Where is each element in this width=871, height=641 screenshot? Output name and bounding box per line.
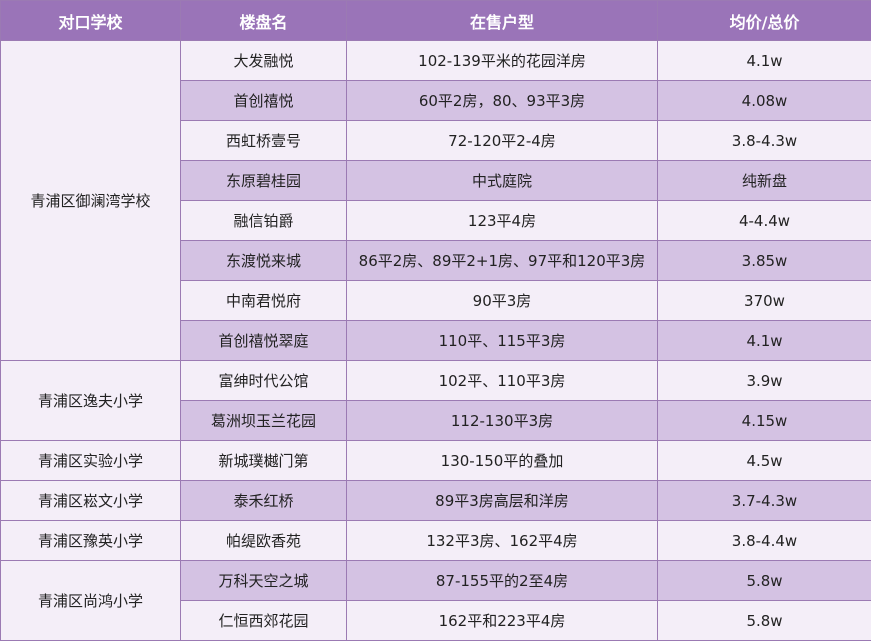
table-row: 青浦区尚鸿小学 万科天空之城 87-155平的2至4房 5.8w <box>0 560 871 641</box>
header-school: 对口学校 <box>0 0 181 41</box>
school-cell: 青浦区逸夫小学 <box>0 360 181 441</box>
school-cell: 青浦区尚鸿小学 <box>0 560 181 641</box>
table-body: 青浦区御澜湾学校 大发融悦 102-139平米的花园洋房 4.1w 首创禧悦 60平2房，… <box>0 40 871 641</box>
header-row: 对口学校 楼盘名 在售户型 均价/总价 <box>0 0 871 41</box>
unit-type-cell: 72-120平2-4房 <box>346 120 658 161</box>
estate-name-cell: 西虹桥壹号 <box>180 120 347 161</box>
header-price: 均价/总价 <box>657 0 871 41</box>
table-row: 青浦区逸夫小学 富绅时代公馆 102平、110平3房 3.9w <box>0 360 871 441</box>
table-row: 首创禧悦 60平2房，80、93平3房 4.08w <box>1 80 871 121</box>
unit-type-cell: 102平、110平3房 <box>346 360 658 401</box>
estate-name-cell: 东渡悦来城 <box>180 240 347 281</box>
unit-type-cell: 89平3房高层和洋房 <box>346 480 658 521</box>
estate-name-cell: 首创禧悦翠庭 <box>180 320 347 361</box>
price-cell: 3.8-4.4w <box>657 520 871 561</box>
unit-type-cell: 112-130平3房 <box>346 400 658 441</box>
table-row: 青浦区御澜湾学校 大发融悦 102-139平米的花园洋房 4.1w <box>0 40 871 361</box>
unit-type-cell: 102-139平米的花园洋房 <box>346 40 658 81</box>
table-row: 仁恒西郊花园 162平和223平4房 5.8w <box>1 600 871 641</box>
estate-name-cell: 中南君悦府 <box>180 280 347 321</box>
price-cell: 4.5w <box>657 440 871 481</box>
unit-type-cell: 86平2房、89平2+1房、97平和120平3房 <box>346 240 658 281</box>
unit-type-cell: 87-155平的2至4房 <box>346 560 658 601</box>
unit-type-cell: 123平4房 <box>346 200 658 241</box>
table-row: 葛洲坝玉兰花园 112-130平3房 4.15w <box>1 400 871 441</box>
estate-name-cell: 新城璞樾门第 <box>180 440 347 481</box>
price-cell: 4-4.4w <box>657 200 871 241</box>
table-row: 青浦区崧文小学 泰禾红桥 89平3房高层和洋房 3.7-4.3w <box>0 480 871 521</box>
estate-name-cell: 万科天空之城 <box>180 560 347 601</box>
unit-type-cell: 60平2房，80、93平3房 <box>346 80 658 121</box>
unit-type-cell: 132平3房、162平4房 <box>346 520 658 561</box>
table-row: 首创禧悦翠庭 110平、115平3房 4.1w <box>1 320 871 361</box>
price-cell: 纯新盘 <box>657 160 871 201</box>
school-cell: 青浦区御澜湾学校 <box>0 40 181 361</box>
price-cell: 370w <box>657 280 871 321</box>
table-row: 融信铂爵 123平4房 4-4.4w <box>1 200 871 241</box>
school-cell: 青浦区实验小学 <box>0 440 181 481</box>
table-row: 西虹桥壹号 72-120平2-4房 3.8-4.3w <box>1 120 871 161</box>
unit-type-cell: 130-150平的叠加 <box>346 440 658 481</box>
estate-name-cell: 首创禧悦 <box>180 80 347 121</box>
estate-name-cell: 融信铂爵 <box>180 200 347 241</box>
price-cell: 4.1w <box>657 320 871 361</box>
unit-type-cell: 90平3房 <box>346 280 658 321</box>
estate-name-cell: 东原碧桂园 <box>180 160 347 201</box>
header-estate: 楼盘名 <box>180 0 347 41</box>
estate-name-cell: 富绅时代公馆 <box>180 360 347 401</box>
table-row: 东渡悦来城 86平2房、89平2+1房、97平和120平3房 3.85w <box>1 240 871 281</box>
unit-type-cell: 110平、115平3房 <box>346 320 658 361</box>
price-cell: 5.8w <box>657 560 871 601</box>
estate-name-cell: 大发融悦 <box>180 40 347 81</box>
estate-name-cell: 仁恒西郊花园 <box>180 600 347 641</box>
header-unit-types: 在售户型 <box>346 0 658 41</box>
price-cell: 4.1w <box>657 40 871 81</box>
table-row: 青浦区豫英小学 帕缇欧香苑 132平3房、162平4房 3.8-4.4w <box>0 520 871 561</box>
estate-name-cell: 帕缇欧香苑 <box>180 520 347 561</box>
estate-name-cell: 泰禾红桥 <box>180 480 347 521</box>
estate-name-cell: 葛洲坝玉兰花园 <box>180 400 347 441</box>
price-cell: 4.08w <box>657 80 871 121</box>
school-cell: 青浦区豫英小学 <box>0 520 181 561</box>
table-row: 青浦区实验小学 新城璞樾门第 130-150平的叠加 4.5w <box>0 440 871 481</box>
price-cell: 3.9w <box>657 360 871 401</box>
price-cell: 3.8-4.3w <box>657 120 871 161</box>
table-row: 东原碧桂园 中式庭院 纯新盘 <box>1 160 871 201</box>
school-cell: 青浦区崧文小学 <box>0 480 181 521</box>
unit-type-cell: 中式庭院 <box>346 160 658 201</box>
price-cell: 5.8w <box>657 600 871 641</box>
price-cell: 3.7-4.3w <box>657 480 871 521</box>
price-cell: 4.15w <box>657 400 871 441</box>
unit-type-cell: 162平和223平4房 <box>346 600 658 641</box>
price-cell: 3.85w <box>657 240 871 281</box>
